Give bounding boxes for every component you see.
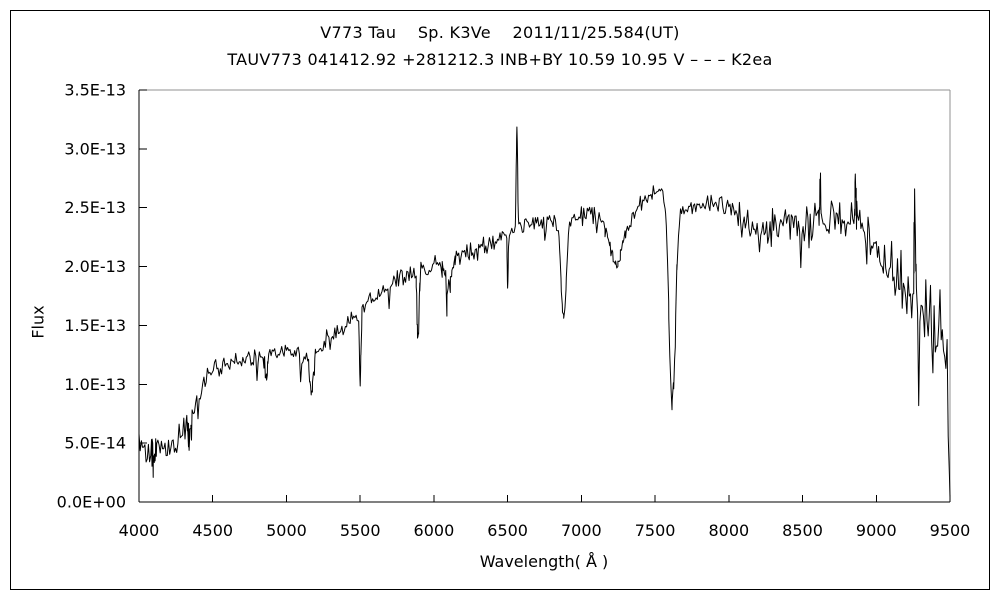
x-tick-label: 6000	[414, 521, 455, 540]
chart-subtitle: TAUV773 041412.92 +281212.3 INB+BY 10.59…	[227, 50, 773, 69]
y-tick-label: 3.5E-13	[64, 81, 126, 100]
x-tick-label: 4500	[192, 521, 233, 540]
x-tick-label: 8500	[782, 521, 823, 540]
y-tick-label: 2.5E-13	[64, 198, 126, 217]
x-tick-label: 5000	[266, 521, 307, 540]
spectrum-line	[138, 126, 951, 498]
y-tick-label: 5.0E-14	[64, 434, 126, 453]
y-tick-label: 0.0E+00	[57, 493, 126, 512]
x-tick-label: 7500	[635, 521, 676, 540]
x-axis-title: Wavelength( Å )	[480, 552, 609, 571]
y-tick-label: 1.5E-13	[64, 316, 126, 335]
x-axis-ticks: 4000 4500 5000 5500 6000 6500 7000 7500 8000 8500…	[119, 495, 971, 540]
y-tick-label: 1.0E-13	[64, 375, 126, 394]
x-tick-label: 9000	[856, 521, 897, 540]
x-tick-label: 4000	[119, 521, 160, 540]
x-tick-label: 7000	[561, 521, 602, 540]
y-tick-label: 2.0E-13	[64, 257, 126, 276]
y-tick-label: 3.0E-13	[64, 139, 126, 158]
x-tick-label: 5500	[340, 521, 381, 540]
y-axis-ticks: 0.0E+00 5.0E-14 1.0E-13 1.5E-13 2.0E-13 2.5E-…	[57, 81, 147, 512]
y-axis-title: Flux	[29, 305, 48, 338]
figure-border	[10, 10, 990, 590]
x-tick-label: 8000	[708, 521, 749, 540]
chart-title: V773 Tau Sp. K3Ve 2011/11/25.584(UT)	[320, 23, 680, 42]
x-tick-label: 9500	[930, 521, 971, 540]
x-tick-label: 6500	[487, 521, 528, 540]
